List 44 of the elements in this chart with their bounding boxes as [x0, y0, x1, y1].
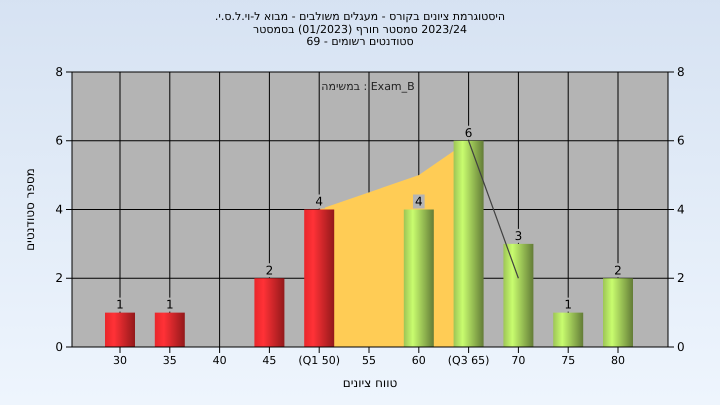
bar — [105, 312, 135, 347]
x-tick-label: 35 — [162, 354, 177, 367]
y2-tick-label: 0 — [677, 340, 685, 354]
bar — [304, 210, 334, 347]
data-label: 4 — [414, 194, 423, 208]
data-label: 6 — [464, 126, 472, 140]
y-axis-title: מספר סטודנטים — [23, 168, 37, 251]
bar — [503, 244, 534, 347]
x-axis-title: טווח ציונים — [342, 376, 398, 390]
x-tick-label: 60 — [412, 354, 426, 367]
y-tick-label: 2 — [55, 271, 63, 286]
y2-tick-label: 4 — [677, 202, 685, 216]
x-tick-label: 30 — [113, 354, 127, 367]
data-label: 3 — [514, 228, 522, 243]
bar — [603, 278, 633, 347]
x-tick-label: 75 — [561, 354, 576, 367]
y2-tick-label: 2 — [677, 271, 685, 286]
x-tick-label: (Q1 50) — [298, 354, 340, 367]
data-label: 1 — [116, 298, 124, 312]
chart-subtitle: 2023/24 סמסטר חורף (01/2023) בסמסטר סטודנטים רשומים - 69 — [253, 23, 467, 48]
data-label: 1 — [564, 298, 572, 312]
x-tick-label: 45 — [262, 354, 276, 367]
bar — [154, 312, 185, 347]
y-tick-label: 0 — [55, 340, 63, 354]
x-tick-label: (Q3 65) — [448, 354, 490, 367]
y-tick-label: 4 — [55, 202, 63, 216]
bar — [553, 312, 584, 347]
annotation: במשימה : Exam_B — [321, 80, 415, 93]
bar — [404, 210, 434, 347]
y-tick-label: 6 — [55, 134, 63, 148]
data-label: 4 — [315, 194, 324, 208]
bar — [254, 278, 284, 347]
x-tick-label: 40 — [212, 354, 227, 367]
data-label: 2 — [266, 263, 274, 278]
chart-title: היסטוגרמת ציונים בקורס - מעגלים משולבים - מבוא ל-וי.ל.ס.י. — [214, 10, 506, 23]
y2-tick-label: 8 — [677, 64, 685, 79]
x-tick-label: 55 — [362, 354, 376, 367]
y-tick-label: 8 — [55, 64, 63, 79]
y2-tick-label: 6 — [677, 134, 685, 148]
data-label: 2 — [614, 263, 622, 278]
x-tick-label: 70 — [511, 354, 526, 367]
x-tick-label: 80 — [611, 354, 625, 367]
bar — [454, 140, 484, 347]
data-label: 1 — [166, 298, 174, 312]
